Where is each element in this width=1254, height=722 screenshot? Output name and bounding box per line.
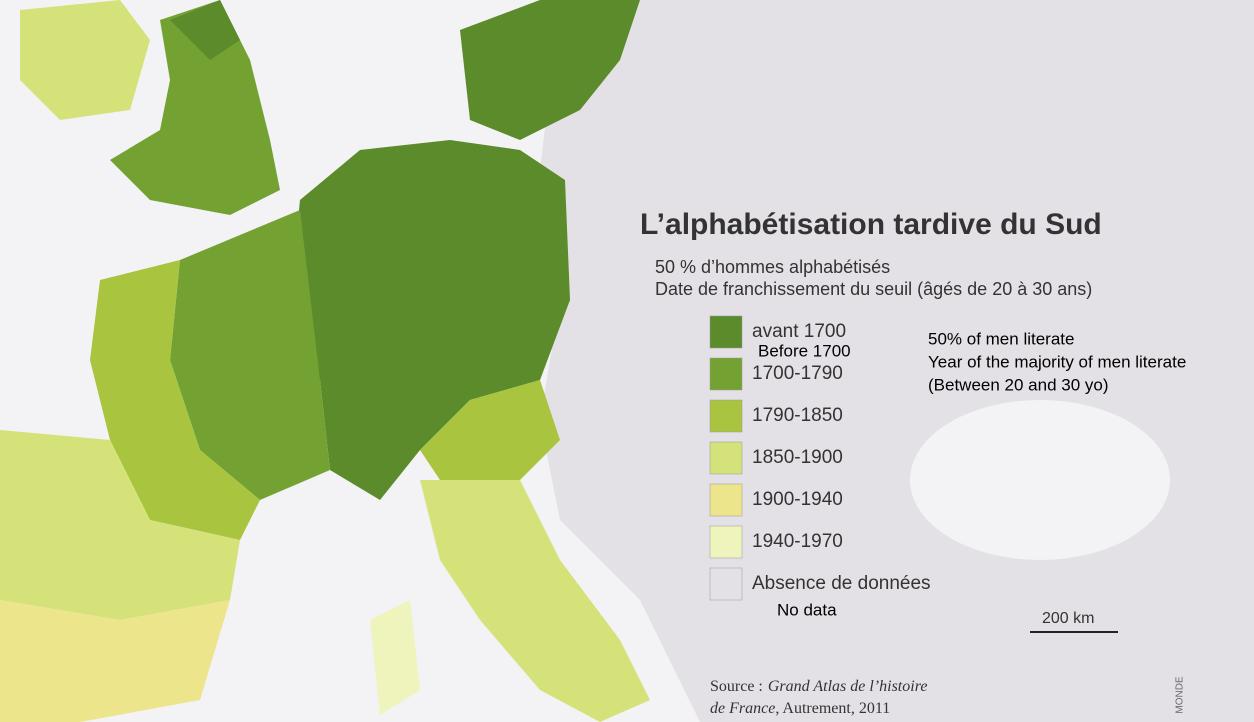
annotation: (Between 20 and 30 yo) <box>928 375 1109 394</box>
legend-label: 1700-1790 <box>752 363 843 384</box>
credit: MONDE <box>1175 676 1186 714</box>
region <box>20 0 150 120</box>
legend-swatch <box>709 567 743 601</box>
source: Source : Grand Atlas de l’histoire <box>710 678 927 695</box>
legend-swatch <box>709 483 743 517</box>
source: de France, Autrement, 2011 <box>710 700 890 717</box>
legend-label: avant 1700 <box>752 321 846 342</box>
legend-label: Absence de données <box>752 573 931 594</box>
region <box>420 380 560 480</box>
region <box>370 600 420 715</box>
scale-label: 200 km <box>1042 610 1094 627</box>
legend-swatch <box>709 357 743 391</box>
black-sea <box>910 400 1170 560</box>
subtitle: 50 % d’hommes alphabétisés <box>655 257 890 277</box>
title: L’alphabétisation tardive du Sud <box>640 208 1102 241</box>
region <box>0 600 230 722</box>
legend-label: 1900-1940 <box>752 489 843 510</box>
legend-swatch <box>709 399 743 433</box>
region <box>90 260 260 540</box>
legend-label: 1850-1900 <box>752 447 843 468</box>
legend-label: 1940-1970 <box>752 531 843 552</box>
region <box>290 140 570 500</box>
source-prefix: Source : <box>710 678 763 695</box>
legend-translation: No data <box>777 600 837 619</box>
legend-translation: Before 1700 <box>758 341 851 360</box>
legend-swatch <box>709 441 743 475</box>
legend-label: 1790-1850 <box>752 405 843 426</box>
annotation: Year of the majority of men literate <box>928 352 1186 371</box>
region <box>0 430 240 620</box>
legend-swatch <box>709 315 743 349</box>
region <box>170 0 240 60</box>
region <box>170 210 330 500</box>
region <box>460 0 640 140</box>
legend-swatch <box>709 525 743 559</box>
source-rest: , Autrement, 2011 <box>775 700 890 717</box>
region <box>420 480 650 722</box>
annotation: 50% of men literate <box>928 329 1074 348</box>
source-work: de France <box>710 700 775 717</box>
source-work: Grand Atlas de l’histoire <box>768 678 928 695</box>
region <box>110 0 280 215</box>
subtitle: Date de franchissement du seuil (âgés de… <box>655 279 1092 299</box>
